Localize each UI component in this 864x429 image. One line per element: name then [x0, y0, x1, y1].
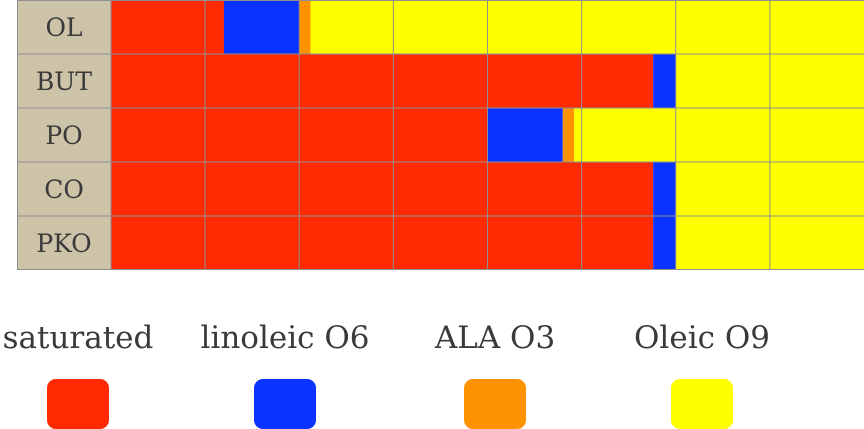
bar-segment-but-linoleic-o6 — [653, 54, 676, 108]
bar-segment-co-linoleic-o6 — [653, 162, 676, 216]
legend-label-ala-o3: ALA O3 — [434, 320, 555, 356]
row-label-cell-but — [17, 54, 111, 108]
bar-segment-pko-linoleic-o6 — [653, 216, 676, 270]
legend: saturated linoleic O6 ALA O3 Oleic O9 — [3, 320, 770, 429]
legend-swatch-ala-o3 — [464, 379, 526, 429]
legend-swatch-saturated — [47, 379, 109, 429]
row-labels: OL BUT PO CO PKO — [17, 0, 111, 270]
bar-segment-po-linoleic-o6 — [487, 108, 563, 162]
bar-segment-ol-oleic-o9 — [310, 0, 864, 54]
row-label-cell-pko — [17, 216, 111, 270]
bars — [111, 0, 864, 270]
bar-segment-ol-saturated — [111, 0, 224, 54]
bar-segment-ol-ala-o3 — [299, 0, 311, 54]
legend-label-oleic-o9: Oleic O9 — [634, 320, 770, 356]
row-label-but: BUT — [36, 67, 92, 96]
bar-segment-po-ala-o3 — [562, 108, 575, 162]
row-label-co: CO — [44, 175, 84, 204]
row-label-cell-co — [17, 162, 111, 216]
row-label-pko: PKO — [36, 229, 91, 258]
bar-segment-po-oleic-o9 — [574, 108, 864, 162]
row-label-po: PO — [45, 121, 82, 150]
grid-lines — [17, 0, 864, 270]
bar-segment-but-saturated — [111, 54, 654, 108]
bar-segment-ol-linoleic-o6 — [223, 0, 300, 54]
bar-segment-co-saturated — [111, 162, 654, 216]
legend-swatch-linoleic-o6 — [254, 379, 316, 429]
bar-segment-pko-saturated — [111, 216, 654, 270]
legend-swatch-oleic-o9 — [671, 379, 733, 429]
row-label-cell-ol — [17, 0, 111, 54]
legend-label-saturated: saturated — [3, 320, 154, 356]
legend-label-linoleic-o6: linoleic O6 — [201, 320, 370, 356]
row-label-ol: OL — [45, 13, 82, 42]
row-label-cell-po — [17, 108, 111, 162]
